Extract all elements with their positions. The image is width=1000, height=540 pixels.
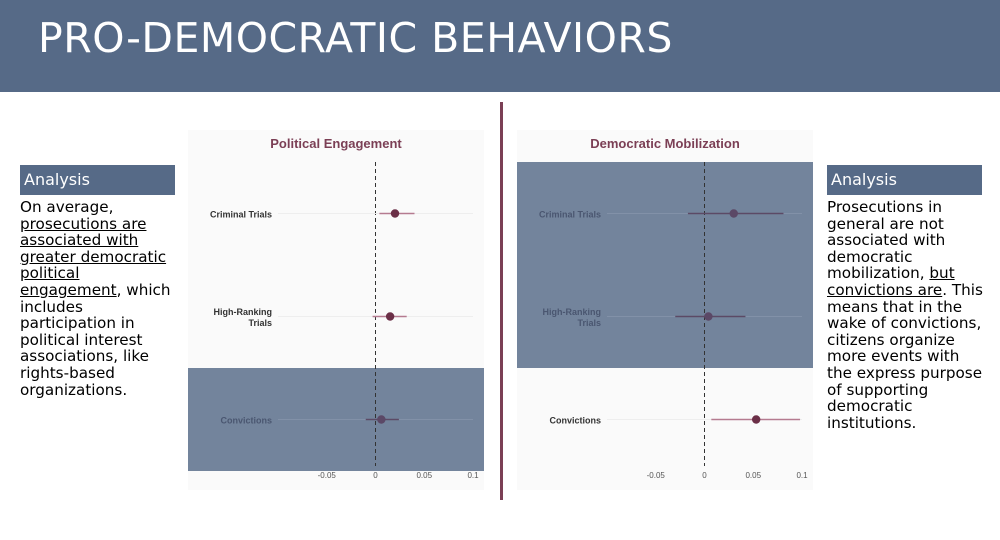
category-label: Convictions — [220, 416, 272, 426]
page-title: PRO-DEMOCRATIC BEHAVIORS — [38, 14, 673, 62]
chart-svg: Democratic Mobilization Criminal Trials Hi… — [517, 136, 813, 480]
left-analysis-heading: Analysis — [20, 165, 175, 195]
category-label: High-Ranking Trials — [543, 307, 602, 328]
estimate-point — [377, 415, 386, 424]
category-label: Criminal Trials — [539, 210, 601, 220]
left-analysis-text-segment: prosecutions are associated with greater… — [20, 214, 167, 299]
x-tick-label: 0 — [373, 471, 378, 480]
democratic-mobilization-chart: Democratic Mobilization Criminal Trials Hi… — [517, 130, 813, 490]
x-tick-label: 0.05 — [416, 471, 432, 480]
right-analysis-text-segment: Prosecutions in general are not associat… — [827, 198, 946, 283]
x-tick-label: 0.1 — [467, 471, 479, 480]
x-tick-label: 0.05 — [745, 471, 761, 480]
section-divider — [500, 102, 503, 500]
chart-title: Democratic Mobilization — [590, 136, 740, 151]
category-label: Criminal Trials — [210, 210, 272, 220]
left-analysis-text: On average, prosecutions are associated … — [20, 199, 180, 398]
x-tick-label: 0 — [702, 471, 707, 480]
left-analysis-text-segment: On average, — [20, 198, 114, 216]
right-analysis-text: Prosecutions in general are not associat… — [827, 199, 987, 431]
estimate-point — [390, 209, 400, 218]
category-label: High-Ranking Trials — [214, 307, 273, 328]
right-analysis-heading: Analysis — [827, 165, 982, 195]
category-label: Convictions — [549, 416, 601, 426]
x-tick-label: 0.1 — [796, 471, 808, 480]
chart-title: Political Engagement — [270, 136, 402, 151]
right-analysis-text-segment: . This means that in the wake of convict… — [827, 280, 983, 432]
estimate-point — [704, 312, 713, 321]
estimate-point — [751, 415, 761, 424]
title-bar: PRO-DEMOCRATIC BEHAVIORS — [0, 0, 1000, 92]
estimate-point — [729, 209, 738, 218]
estimate-point — [385, 312, 395, 321]
chart-svg: Political Engagement Criminal Trials High-… — [188, 136, 484, 480]
right-analysis-text-segment: but convictions are — [827, 264, 955, 299]
x-tick-label: -0.05 — [318, 471, 337, 480]
x-tick-label: -0.05 — [647, 471, 666, 480]
political-engagement-chart: Political Engagement Criminal Trials High-… — [188, 130, 484, 490]
left-analysis-text-segment: , which includes participation in politi… — [20, 280, 171, 399]
